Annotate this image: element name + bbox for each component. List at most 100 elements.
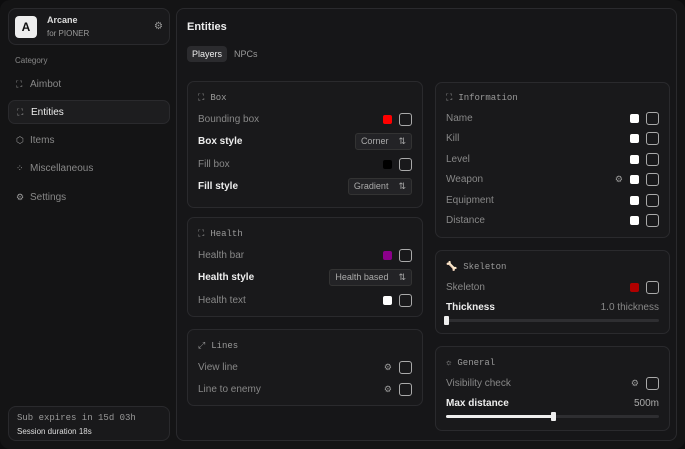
info-label: Name xyxy=(446,112,473,124)
line-to-enemy-label: Line to enemy xyxy=(198,384,261,396)
health-bar-checkbox[interactable] xyxy=(399,248,412,262)
skeleton-panel: 🦴 Skeleton Skeleton Thickness 1.0 thicknes… xyxy=(435,250,670,334)
line-icon: ⤢ xyxy=(198,341,206,351)
info-label: Kill xyxy=(446,133,460,145)
max-distance-value: 500m xyxy=(633,397,659,409)
gear-icon: ⚙ xyxy=(16,191,25,202)
gear-icon[interactable]: ⚙ xyxy=(630,377,639,388)
chevron-updown-icon: ⇅ xyxy=(398,136,406,147)
general-panel: ☼ General Visibility check ⚙ Max distance 5… xyxy=(435,346,670,431)
info-color[interactable] xyxy=(630,195,639,205)
slider-thumb[interactable] xyxy=(550,412,556,421)
tab-npcs[interactable]: NPCs xyxy=(234,49,258,59)
fill-box-label: Fill box xyxy=(198,158,230,170)
select-value: Corner xyxy=(360,136,389,147)
info-checkbox[interactable] xyxy=(646,132,659,146)
info-row: Kill xyxy=(446,129,659,150)
slider-thumb[interactable] xyxy=(444,316,449,325)
thickness-label: Thickness xyxy=(446,301,495,313)
category-label: Category xyxy=(15,56,48,65)
fill-box-color[interactable] xyxy=(383,159,392,169)
slider-fill xyxy=(446,415,553,418)
view-line-label: View line xyxy=(198,361,238,373)
panel-title: Information xyxy=(458,93,518,103)
max-distance-label: Max distance xyxy=(446,397,509,409)
info-color[interactable] xyxy=(630,175,639,185)
app-subtitle: for PIONER xyxy=(47,28,90,38)
health-style-label: Health style xyxy=(198,272,255,284)
app-name: Arcane xyxy=(47,14,78,25)
info-color[interactable] xyxy=(630,134,639,144)
subscription-card: Sub expires in 15d 03h Session duration … xyxy=(8,406,170,441)
gear-icon[interactable]: ⚙ xyxy=(614,174,623,185)
health-bar-color[interactable] xyxy=(383,250,392,260)
sidebar-item-label: Aimbot xyxy=(30,78,62,90)
health-text-color[interactable] xyxy=(383,295,392,305)
sidebar-item-label: Miscellaneous xyxy=(30,162,94,174)
sidebar-item-items[interactable]: ⬡ Items xyxy=(8,128,170,152)
bounding-box-checkbox[interactable] xyxy=(399,112,412,126)
panel-title: Box xyxy=(210,93,227,103)
info-label: Distance xyxy=(446,215,485,227)
info-checkbox[interactable] xyxy=(646,193,659,207)
page-title: Entities xyxy=(187,21,227,33)
box-panel: ⛶ Box Bounding box Box style Corner ⇅ Fill … xyxy=(187,81,423,208)
sidebar-item-label: Items xyxy=(30,134,55,146)
misc-icon: ⁘ xyxy=(16,162,24,173)
info-checkbox[interactable] xyxy=(646,111,659,125)
box-style-select[interactable]: Corner ⇅ xyxy=(354,133,412,151)
chevron-updown-icon: ⇅ xyxy=(398,272,406,283)
health-text-label: Health text xyxy=(198,294,246,306)
health-bar-label: Health bar xyxy=(198,249,245,261)
info-icon: ⛶ xyxy=(446,93,453,103)
panel-title: Lines xyxy=(211,341,239,351)
info-row: Equipment xyxy=(446,190,659,211)
info-checkbox[interactable] xyxy=(646,152,659,166)
visibility-check-label: Visibility check xyxy=(446,377,511,389)
fill-style-label: Fill style xyxy=(198,181,239,193)
bounding-box-label: Bounding box xyxy=(198,113,260,125)
health-style-select[interactable]: Health based ⇅ xyxy=(329,269,412,287)
view-line-checkbox[interactable] xyxy=(399,360,412,374)
sidebar-item-entities[interactable]: ⛶ Entities xyxy=(8,100,170,124)
sidebar-item-aimbot[interactable]: ⛶ Aimbot xyxy=(8,72,170,96)
health-text-checkbox[interactable] xyxy=(399,293,412,307)
bounding-box-color[interactable] xyxy=(383,114,392,124)
session-duration: Session duration 18s xyxy=(17,427,92,436)
thickness-value: 1.0 thickness xyxy=(600,301,659,313)
tab-players[interactable]: Players xyxy=(187,46,228,62)
fill-style-select[interactable]: Gradient ⇅ xyxy=(347,178,412,196)
sidebar-item-miscellaneous[interactable]: ⁘ Miscellaneous xyxy=(8,156,170,180)
gear-icon[interactable]: ⚙ xyxy=(154,21,163,32)
information-panel: ⛶ Information Name Kill Level Weapon ⚙ Equipme… xyxy=(435,82,670,238)
box-style-label: Box style xyxy=(198,136,243,148)
thickness-slider[interactable] xyxy=(444,316,659,325)
visibility-check-checkbox[interactable] xyxy=(646,376,659,390)
select-value: Gradient xyxy=(353,181,389,192)
app-logo: A xyxy=(15,15,37,38)
line-to-enemy-checkbox[interactable] xyxy=(399,383,412,397)
fill-box-checkbox[interactable] xyxy=(399,157,412,171)
gear-icon[interactable]: ⚙ xyxy=(383,384,392,395)
bone-icon: 🦴 xyxy=(446,262,458,272)
gear-icon[interactable]: ⚙ xyxy=(383,361,392,372)
info-row: Weapon ⚙ xyxy=(446,170,659,191)
sub-expiry: Sub expires in 15d 03h xyxy=(17,413,136,423)
chevron-updown-icon: ⇅ xyxy=(398,181,406,192)
tabs: Players NPCs xyxy=(187,46,263,62)
info-color[interactable] xyxy=(630,113,639,123)
sidebar-item-label: Settings xyxy=(30,191,67,203)
info-color[interactable] xyxy=(630,154,639,164)
skeleton-label: Skeleton xyxy=(446,281,485,293)
panel-title: General xyxy=(457,358,496,368)
info-checkbox[interactable] xyxy=(646,173,659,187)
max-distance-slider[interactable] xyxy=(446,412,659,421)
sidebar-item-settings[interactable]: ⚙ Settings xyxy=(8,185,170,209)
skeleton-color[interactable] xyxy=(630,282,639,292)
sidebar-item-label: Entities xyxy=(31,106,64,118)
info-checkbox[interactable] xyxy=(646,214,659,228)
info-color[interactable] xyxy=(630,216,639,226)
skeleton-checkbox[interactable] xyxy=(646,280,659,294)
info-label: Weapon xyxy=(446,174,484,186)
info-label: Level xyxy=(446,153,470,165)
